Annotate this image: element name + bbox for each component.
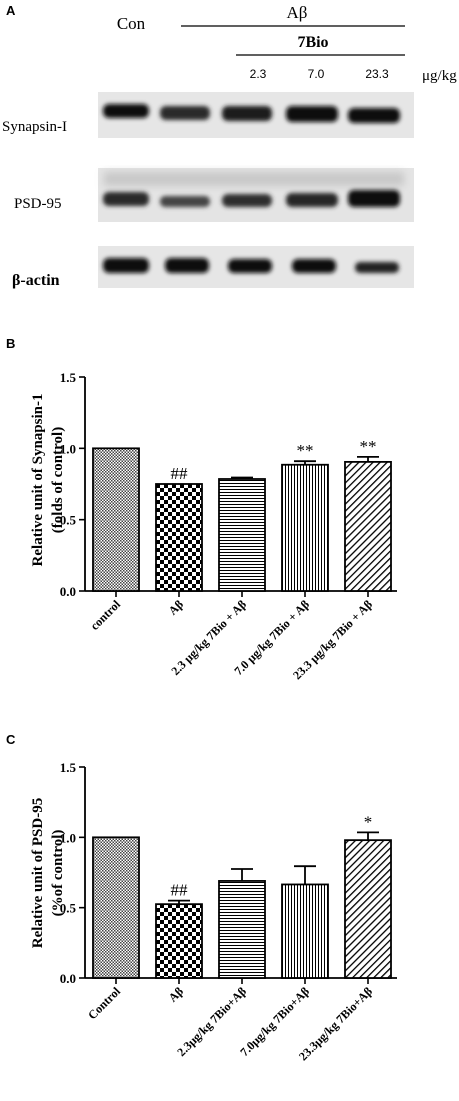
abeta-header: Aβ	[287, 3, 308, 22]
bar	[92, 836, 140, 979]
significance-marker: *	[364, 812, 373, 831]
panel-b: B Relative unit of Synapsin-1 (folds of …	[6, 336, 397, 682]
chart-c-ylabel-line2: (%of control)	[50, 830, 66, 917]
chart-c: Relative unit of PSD-95 (%of control) 0.…	[30, 760, 397, 1063]
y-tick-label: 1.5	[60, 760, 77, 775]
significance-marker: **	[297, 441, 314, 460]
row-label-actin: β-actin	[12, 272, 60, 289]
panel-b-letter: B	[6, 336, 15, 351]
bar	[218, 478, 266, 592]
row-label-psd95: PSD-95	[14, 196, 62, 212]
y-tick-label: 0.5	[60, 513, 77, 528]
psd95-blot	[98, 168, 414, 222]
bar	[344, 839, 392, 979]
bar	[92, 447, 140, 592]
dose-label-2: 7.0	[308, 67, 325, 81]
y-tick-label: 0.5	[60, 901, 77, 916]
significance-marker: **	[360, 437, 377, 456]
bar	[218, 880, 266, 979]
y-tick-label: 1.5	[60, 370, 77, 385]
chart-c-ylabel: Relative unit of PSD-95 (%of control)	[30, 798, 66, 948]
x-category-label: Aβ	[166, 597, 187, 618]
bar	[155, 903, 203, 979]
dose-label-3: 23.3	[365, 67, 389, 81]
chart-b: Relative unit of Synapsin-1 (folds of co…	[30, 370, 397, 682]
x-category-label: Control	[85, 984, 123, 1022]
significance-marker: ##	[171, 881, 189, 900]
synapsin-blot	[98, 92, 414, 138]
row-label-synapsin: Synapsin-I	[2, 119, 67, 135]
dose-unit: μg/kg	[422, 68, 457, 84]
drug-header: 7Bio	[297, 34, 328, 51]
x-category-label: control	[87, 597, 123, 633]
chart-b-ylabel: Relative unit of Synapsin-1 (folds of co…	[30, 394, 66, 567]
x-category-label: Aβ	[166, 984, 187, 1005]
bar	[344, 460, 392, 592]
significance-marker: ##	[171, 464, 189, 483]
chart-c-ylabel-line1: Relative unit of PSD-95	[30, 798, 46, 948]
y-tick-label: 0.0	[60, 584, 76, 599]
bar	[155, 483, 203, 592]
panel-c: C Relative unit of PSD-95 (%of control) …	[6, 732, 397, 1063]
bar	[281, 463, 329, 592]
panel-c-letter: C	[6, 732, 16, 747]
bar	[281, 883, 329, 979]
y-tick-label: 0.0	[60, 971, 76, 986]
actin-blot	[98, 246, 414, 288]
chart-b-ylabel-line2: (folds of control)	[50, 427, 66, 533]
dose-label-1: 2.3	[250, 67, 267, 81]
panel-a-letter: A	[6, 3, 16, 18]
chart-b-ylabel-line1: Relative unit of Synapsin-1	[30, 394, 46, 567]
con-label: Con	[117, 14, 146, 33]
panel-a: A Con Aβ 7Bio 2.3 7.0 23.3 μg/kg Synapsi…	[2, 3, 457, 289]
y-tick-label: 1.0	[60, 830, 76, 845]
y-tick-label: 1.0	[60, 441, 76, 456]
